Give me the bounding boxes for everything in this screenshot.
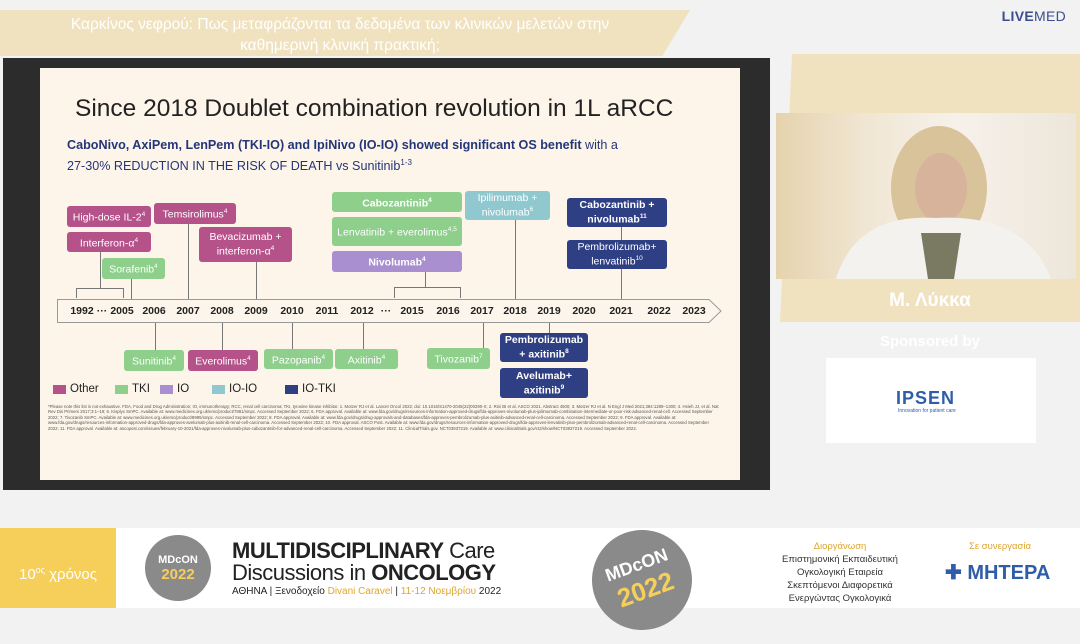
timeline-item: Nivolumab4 (332, 251, 462, 272)
legend-swatch (53, 384, 66, 394)
year-label: 2020 (572, 305, 596, 317)
connector-line (549, 323, 550, 333)
year-label: 2010 (280, 305, 304, 317)
year-label: 2011 (315, 305, 339, 317)
partner-logo: ✚ MHTEPA (945, 562, 1051, 584)
legend-item: IO-IO (212, 383, 257, 395)
slide-title: Since 2018 Doublet combination revolutio… (75, 95, 674, 122)
year-label: 2018 (503, 305, 527, 317)
year-label: 2022 (647, 305, 671, 317)
speaker-video (776, 113, 1076, 279)
year-label: 2021 (609, 305, 633, 317)
year-label: 2007 (176, 305, 200, 317)
legend-item: TKI (115, 383, 150, 395)
year-label: 2017 (470, 305, 494, 317)
timeline-arrow (57, 299, 722, 323)
timeline-item: Cabozantinib4 (332, 192, 462, 212)
bracket (394, 287, 460, 288)
connector-line (515, 220, 516, 299)
connector-line (222, 323, 223, 350)
mdcon-logo-small: MDcON 2022 (145, 535, 211, 601)
timeline-item: Pazopanib4 (264, 349, 333, 369)
timeline-item: Interferon-α4 (67, 232, 151, 252)
sponsored-label: Sponsored by (879, 333, 980, 350)
year-label: ··· (96, 305, 108, 317)
timeline-item: Tivozanib7 (427, 348, 490, 369)
timeline-item: Everolimus4 (188, 350, 258, 371)
year-label: 2005 (110, 305, 134, 317)
anniversary-block (0, 528, 116, 608)
organizer-name: Επιστημονική Εκπαιδευτική Ογκολογική Εται… (782, 554, 898, 604)
legend-item: IO-TKI (285, 383, 336, 395)
timeline-item: Ipilimumab + nivolumab6 (465, 191, 550, 220)
timeline-item: Pembrolizumab+ lenvatinib10 (567, 240, 667, 269)
timeline-item: Temsirolimus4 (154, 203, 236, 224)
slide-subtitle: CaboNivo, AxiPem, LenPem (TKI-IO) and Ip… (67, 138, 618, 174)
speaker-silhouette (836, 126, 1051, 279)
connector-line (188, 224, 189, 299)
year-label: 2009 (244, 305, 268, 317)
connector-line (483, 323, 484, 348)
anniversary-text: 10ος χρόνος (18, 565, 98, 583)
legend-swatch (285, 384, 298, 394)
legend-swatch (115, 384, 128, 394)
title-banner (0, 10, 690, 56)
organizer-label: Διοργάνωση (813, 541, 867, 552)
timeline-item: Bevacizumab + interferon-α4 (199, 227, 292, 262)
connector-line (292, 323, 293, 349)
timeline-item: High-dose IL-24 (67, 206, 151, 227)
timeline-item: Lenvatinib + everolimus4,5 (332, 217, 462, 246)
connector-line (100, 252, 101, 288)
timeline-item: Avelumab+ axitinib9 (500, 368, 588, 398)
year-label: 2016 (436, 305, 460, 317)
legend-swatch (160, 384, 173, 394)
timeline-item: Pembrolizumab + axitinib8 (500, 333, 588, 362)
year-label: 2023 (682, 305, 706, 317)
year-label: 2006 (142, 305, 166, 317)
conference-title: MULTIDISCIPLINARY Care Discussions in ONC… (232, 538, 496, 585)
livemed-logo: LIVEMED (1001, 8, 1066, 24)
session-title: Καρκίνος νεφρού: Πως μεταφράζονται τα δε… (70, 16, 610, 54)
legend-item: IO (160, 383, 189, 395)
timeline-item: Sorafenib4 (102, 258, 165, 279)
bracket (76, 288, 123, 289)
bracket (460, 287, 461, 298)
connector-line (256, 262, 257, 299)
speaker-name: Μ. Λύκκα (889, 290, 971, 311)
sponsor-logo: IPSEN Innovation for patient care (826, 358, 1036, 443)
year-label: 2008 (210, 305, 234, 317)
timeline-item: Axitinib4 (335, 349, 398, 369)
partner-label: Σε συνεργασία (969, 541, 1031, 552)
year-label: ··· (380, 305, 392, 317)
legend-swatch (212, 384, 225, 394)
timeline-item: Cabozantinib + nivolumab11 (567, 198, 667, 227)
cross-icon: ✚ (945, 562, 962, 584)
year-label: 1992 (70, 305, 94, 317)
bracket (76, 288, 77, 298)
connector-line (425, 272, 426, 287)
connector-line (155, 323, 156, 350)
legend-item: Other (53, 383, 99, 395)
year-label: 2015 (400, 305, 424, 317)
conference-location: ΑΘΗΝΑ | Ξενοδοχείο Divani Caravel | 11-1… (232, 586, 502, 597)
year-label: 2019 (537, 305, 561, 317)
bracket (394, 287, 395, 298)
year-label: 2012 (350, 305, 374, 317)
bracket (123, 288, 124, 298)
connector-line (363, 323, 364, 349)
footnote: *Please note this list is not exhaustive… (48, 404, 719, 431)
connector-line (131, 279, 132, 299)
timeline-item: Sunitinib4 (124, 350, 184, 371)
